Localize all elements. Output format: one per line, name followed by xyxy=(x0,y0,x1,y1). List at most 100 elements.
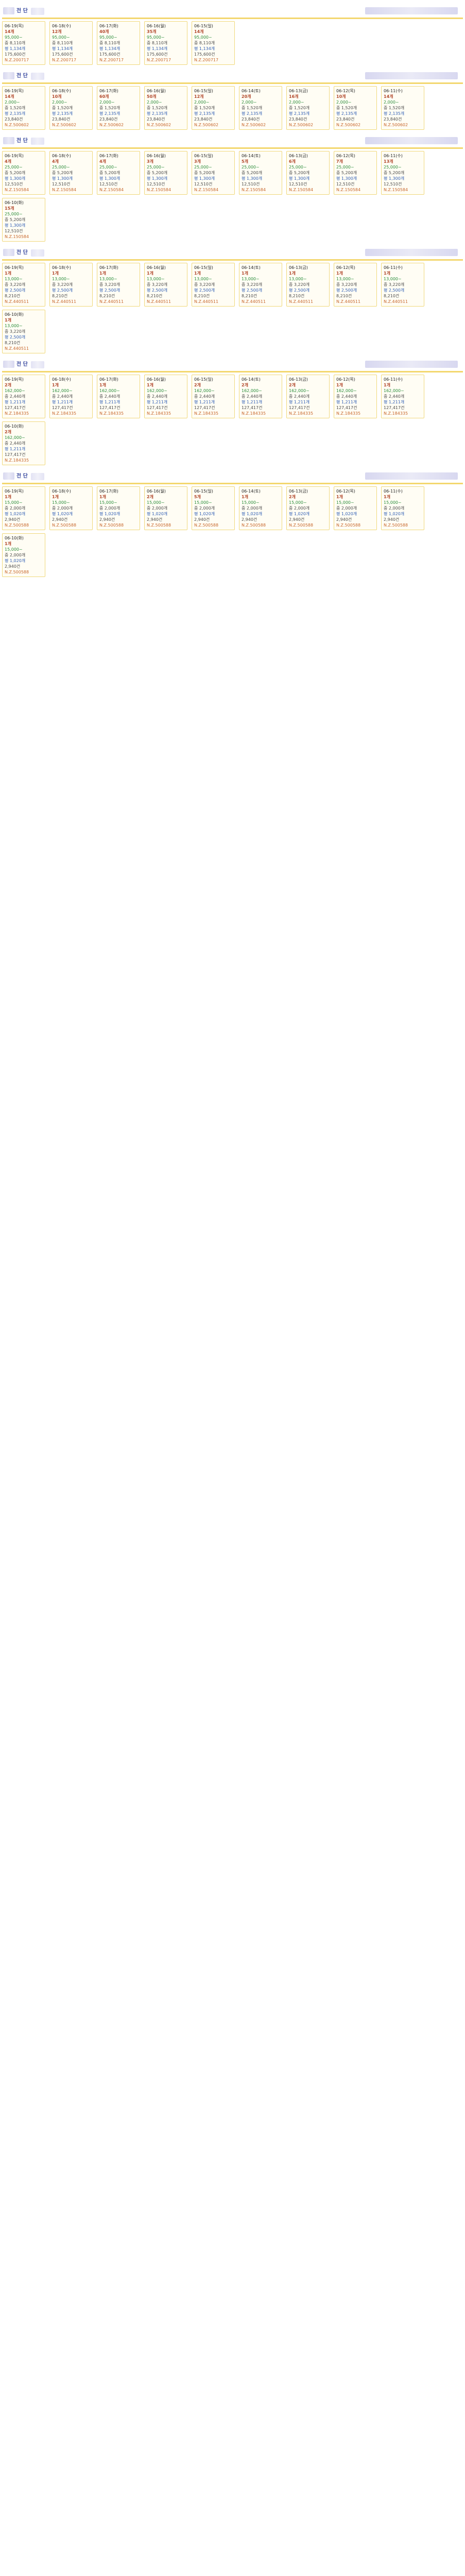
day-card[interactable]: 06-17(화) 40개 95,000~ 중 8,110개 평 1,134개 175,60… xyxy=(97,21,140,65)
day-card[interactable]: 06-15(일) 3개 25,000~ 중 5,200개 평 1,300개 12,510건… xyxy=(192,151,235,195)
day-card[interactable]: 06-17(화) 1개 13,000~ 중 3,220개 평 2,500개 8,210건 N… xyxy=(97,263,140,307)
card-stat-3: 23,840건 xyxy=(52,117,71,122)
day-card[interactable]: 06-18(수) 1개 13,000~ 중 3,220개 평 2,500개 8,210건 N… xyxy=(49,263,93,307)
card-stat-3: 127,417건 xyxy=(5,405,26,410)
card-date: 06-16(월) xyxy=(147,154,166,158)
day-card[interactable]: 06-11(수) 1개 15,000~ 중 2,000개 평 1,020개 2,940건 N… xyxy=(381,486,424,530)
card-stat-2: 평 1,300개 xyxy=(5,223,26,228)
day-card[interactable]: 06-15(일) 14개 95,000~ 중 8,110개 평 1,134개 175,60… xyxy=(192,21,235,65)
card-date: 06-19(목) xyxy=(5,89,24,93)
day-card[interactable]: 06-19(목) 1개 15,000~ 중 2,000개 평 1,020개 2,940건 N… xyxy=(2,486,45,530)
day-card[interactable]: 06-16(월) 35개 95,000~ 중 8,110개 평 1,134개 175,60… xyxy=(144,21,187,65)
section-title: 전 단 xyxy=(16,138,28,144)
card-code: N.Z.150584 xyxy=(336,188,361,192)
card-code: N.Z.500588 xyxy=(52,523,77,528)
day-card[interactable]: 06-19(목) 1개 13,000~ 중 3,220개 평 2,500개 8,210건 N… xyxy=(2,263,45,307)
card-stat-1: 중 5,200개 xyxy=(5,217,26,222)
card-stat-1: 중 5,200개 xyxy=(99,171,120,175)
day-card[interactable]: 06-13(금) 1개 13,000~ 중 3,220개 평 2,500개 8,210건 N… xyxy=(286,263,330,307)
day-card[interactable]: 06-10(화) 1개 13,000~ 중 3,220개 평 2,500개 8,210건 N… xyxy=(2,310,45,353)
day-card[interactable]: 06-17(화) 1개 15,000~ 중 2,000개 평 1,020개 2,940건 N… xyxy=(97,486,140,530)
card-stat-2: 평 1,211개 xyxy=(289,400,310,404)
card-stat-2: 평 1,134개 xyxy=(5,46,26,51)
card-count: 4개 xyxy=(99,159,106,164)
day-card[interactable]: 06-17(화) 60개 2,000~ 중 1,520개 평 2,135개 23,840건… xyxy=(97,86,140,130)
day-card[interactable]: 06-16(월) 50개 2,000~ 중 1,520개 평 2,135개 23,840건… xyxy=(144,86,187,130)
day-card[interactable]: 06-15(일) 1개 13,000~ 중 3,220개 평 2,500개 8,210건 N… xyxy=(192,263,235,307)
card-code: N.Z.150584 xyxy=(384,188,408,192)
section-divider xyxy=(2,82,463,84)
day-card[interactable]: 06-13(금) 16개 2,000~ 중 1,520개 평 2,135개 23,840건… xyxy=(286,86,330,130)
day-card[interactable]: 06-19(목) 14개 2,000~ 중 1,520개 평 2,135개 23,840건… xyxy=(2,86,45,130)
day-card[interactable]: 06-11(수) 1개 13,000~ 중 3,220개 평 2,500개 8,210건 N… xyxy=(381,263,424,307)
day-card[interactable]: 06-11(수) 14개 2,000~ 중 1,520개 평 2,135개 23,840건… xyxy=(381,86,424,130)
day-card[interactable]: 06-18(수) 1개 15,000~ 중 2,000개 평 1,020개 2,940건 N… xyxy=(49,486,93,530)
day-card[interactable]: 06-16(월) 1개 162,000~ 중 2,440개 평 1,211개 127,41… xyxy=(144,375,187,418)
day-card[interactable]: 06-14(토) 2개 162,000~ 중 2,440개 평 1,211개 127,41… xyxy=(239,375,282,418)
card-stat-1: 중 5,200개 xyxy=(194,171,215,175)
day-card[interactable]: 06-12(목) 1개 162,000~ 중 2,440개 평 1,211개 127,41… xyxy=(334,375,377,418)
card-stat-2: 평 1,211개 xyxy=(242,400,263,404)
day-card[interactable]: 06-18(수) 4개 25,000~ 중 5,200개 평 1,300개 12,510건… xyxy=(49,151,93,195)
card-stat-1: 중 5,200개 xyxy=(289,171,310,175)
day-card[interactable]: 06-14(토) 1개 13,000~ 중 3,220개 평 2,500개 8,210건 N… xyxy=(239,263,282,307)
day-card[interactable]: 06-10(화) 2개 162,000~ 중 2,440개 평 1,211개 127,41… xyxy=(2,421,45,465)
card-price: 2,000~ xyxy=(194,100,210,105)
card-stat-2: 평 1,020개 xyxy=(289,512,310,516)
card-stat-3: 12,510건 xyxy=(289,182,307,187)
day-card[interactable]: 06-17(화) 1개 162,000~ 중 2,440개 평 1,211개 127,41… xyxy=(97,375,140,418)
day-card[interactable]: 06-18(수) 12개 95,000~ 중 8,110개 평 1,134개 175,60… xyxy=(49,21,93,65)
day-card[interactable]: 06-19(목) 4개 25,000~ 중 5,200개 평 1,300개 12,510건… xyxy=(2,151,45,195)
day-card[interactable]: 06-16(월) 1개 13,000~ 중 3,220개 평 2,500개 8,210건 N… xyxy=(144,263,187,307)
day-card[interactable]: 06-17(화) 4개 25,000~ 중 5,200개 평 1,300개 12,510건… xyxy=(97,151,140,195)
day-card[interactable]: 06-10(화) 1개 15,000~ 중 2,000개 평 1,020개 2,940건 N… xyxy=(2,533,45,577)
day-card[interactable]: 06-14(토) 20개 2,000~ 중 1,520개 평 2,135개 23,840건… xyxy=(239,86,282,130)
card-date: 06-18(수) xyxy=(52,89,71,93)
card-date: 06-19(목) xyxy=(5,489,24,494)
day-card[interactable]: 06-10(화) 15개 25,000~ 중 5,200개 평 1,300개 12,510… xyxy=(2,198,45,242)
day-card[interactable]: 06-18(수) 1개 162,000~ 중 2,440개 평 1,211개 127,41… xyxy=(49,375,93,418)
day-card[interactable]: 06-11(수) 13개 25,000~ 중 5,200개 평 1,300개 12,510… xyxy=(381,151,424,195)
card-count: 1개 xyxy=(5,271,11,276)
card-stat-2: 평 2,500개 xyxy=(194,288,215,293)
day-card[interactable]: 06-19(목) 14개 95,000~ 중 8,110개 평 1,134개 175,60… xyxy=(2,21,45,65)
day-card[interactable]: 06-14(토) 5개 25,000~ 중 5,200개 평 1,300개 12,510건… xyxy=(239,151,282,195)
card-date: 06-13(금) xyxy=(289,489,308,494)
card-count: 14개 xyxy=(5,29,14,34)
card-stat-3: 2,940건 xyxy=(336,517,352,522)
day-card[interactable]: 06-15(일) 5개 15,000~ 중 2,000개 평 1,020개 2,940건 N… xyxy=(192,486,235,530)
day-card[interactable]: 06-18(수) 10개 2,000~ 중 1,520개 평 2,135개 23,840건… xyxy=(49,86,93,130)
day-card[interactable]: 06-13(금) 6개 25,000~ 중 5,200개 평 1,300개 12,510건… xyxy=(286,151,330,195)
day-card[interactable]: 06-12(목) 1개 13,000~ 중 3,220개 평 2,500개 8,210건 N… xyxy=(334,263,377,307)
day-card[interactable]: 06-16(월) 2개 15,000~ 중 2,000개 평 1,020개 2,940건 N… xyxy=(144,486,187,530)
day-card[interactable]: 06-12(목) 1개 15,000~ 중 2,000개 평 1,020개 2,940건 N… xyxy=(334,486,377,530)
card-price: 95,000~ xyxy=(147,35,165,40)
card-count: 1개 xyxy=(99,495,106,499)
card-date: 06-14(토) xyxy=(242,89,261,93)
day-card[interactable]: 06-19(목) 2개 162,000~ 중 2,440개 평 1,211개 127,41… xyxy=(2,375,45,418)
day-card[interactable]: 06-11(수) 1개 162,000~ 중 2,440개 평 1,211개 127,41… xyxy=(381,375,424,418)
day-card[interactable]: 06-13(금) 2개 15,000~ 중 2,000개 평 1,020개 2,940건 N… xyxy=(286,486,330,530)
card-price: 13,000~ xyxy=(52,277,70,281)
card-date: 06-10(화) xyxy=(5,200,24,205)
day-card[interactable]: 06-15(일) 12개 2,000~ 중 1,520개 평 2,135개 23,840건… xyxy=(192,86,235,130)
day-card[interactable]: 06-16(월) 3개 25,000~ 중 5,200개 평 1,300개 12,510건… xyxy=(144,151,187,195)
redacted-text xyxy=(30,7,44,15)
card-price: 25,000~ xyxy=(147,165,165,170)
day-card[interactable]: 06-14(토) 1개 15,000~ 중 2,000개 평 1,020개 2,940건 N… xyxy=(239,486,282,530)
day-card[interactable]: 06-15(일) 2개 162,000~ 중 2,440개 평 1,211개 127,41… xyxy=(192,375,235,418)
card-code: N.Z.500588 xyxy=(99,523,124,528)
card-count: 2개 xyxy=(5,383,11,387)
section-header: 전 단 xyxy=(2,247,463,258)
card-code: N.Z.150584 xyxy=(5,188,29,192)
card-stat-1: 중 1,520개 xyxy=(5,106,26,110)
day-card[interactable]: 06-12(목) 7개 25,000~ 중 5,200개 평 1,300개 12,510건… xyxy=(334,151,377,195)
section-title: 전 단 xyxy=(16,473,28,479)
redacted-text xyxy=(30,361,44,368)
day-card[interactable]: 06-12(목) 10개 2,000~ 중 1,520개 평 2,135개 23,840건… xyxy=(334,86,377,130)
day-card[interactable]: 06-13(금) 2개 162,000~ 중 2,440개 평 1,211개 127,41… xyxy=(286,375,330,418)
card-price: 162,000~ xyxy=(5,388,25,393)
card-count: 13개 xyxy=(384,159,393,164)
card-price: 95,000~ xyxy=(52,35,70,40)
card-code: N.Z.500588 xyxy=(384,523,408,528)
